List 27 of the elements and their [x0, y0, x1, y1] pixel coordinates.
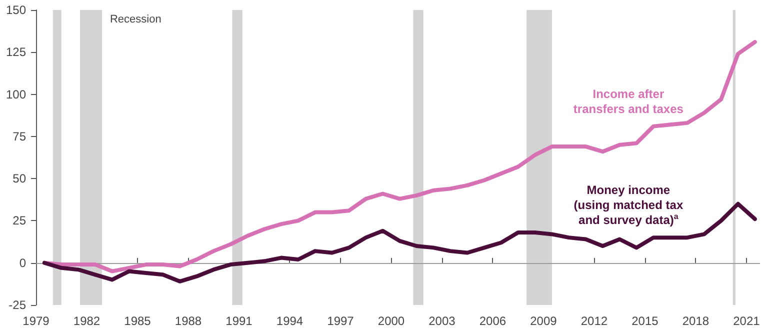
y-tick-label: 0 — [19, 256, 26, 270]
x-tick-label: 1982 — [73, 314, 100, 328]
line-series — [42, 40, 757, 274]
x-tick-label: 1988 — [174, 314, 202, 328]
x-tick-label: 2021 — [733, 314, 760, 328]
x-tick-label: 2012 — [580, 314, 608, 328]
y-tick-label: 125 — [6, 45, 26, 60]
x-tick-label: 1991 — [226, 314, 253, 328]
band-label: Recession — [110, 14, 162, 26]
line-series — [42, 202, 757, 284]
series-label: Income after transfers and taxes — [573, 86, 684, 116]
y-tick-label: 100 — [6, 87, 26, 102]
y-tick-label: 75 — [12, 129, 26, 144]
x-tick-label: 2003 — [428, 314, 456, 328]
x-tick-label: 1979 — [22, 314, 50, 328]
y-tick-label: 25 — [12, 214, 26, 228]
x-tick-label: 2009 — [530, 314, 558, 328]
y-tick-label: -25 — [8, 298, 26, 312]
x-tick-label: 2018 — [682, 314, 710, 328]
x-tick-label: 1997 — [327, 314, 354, 328]
x-tick-label: 2006 — [479, 314, 506, 328]
x-tick-label: 1985 — [124, 314, 152, 328]
y-tick-label: 150 — [6, 3, 26, 17]
x-tick-label: 2000 — [378, 314, 405, 328]
x-tick-label: 1994 — [276, 314, 304, 328]
x-tick-label: 2015 — [632, 314, 659, 328]
y-tick-label: 50 — [12, 172, 26, 186]
